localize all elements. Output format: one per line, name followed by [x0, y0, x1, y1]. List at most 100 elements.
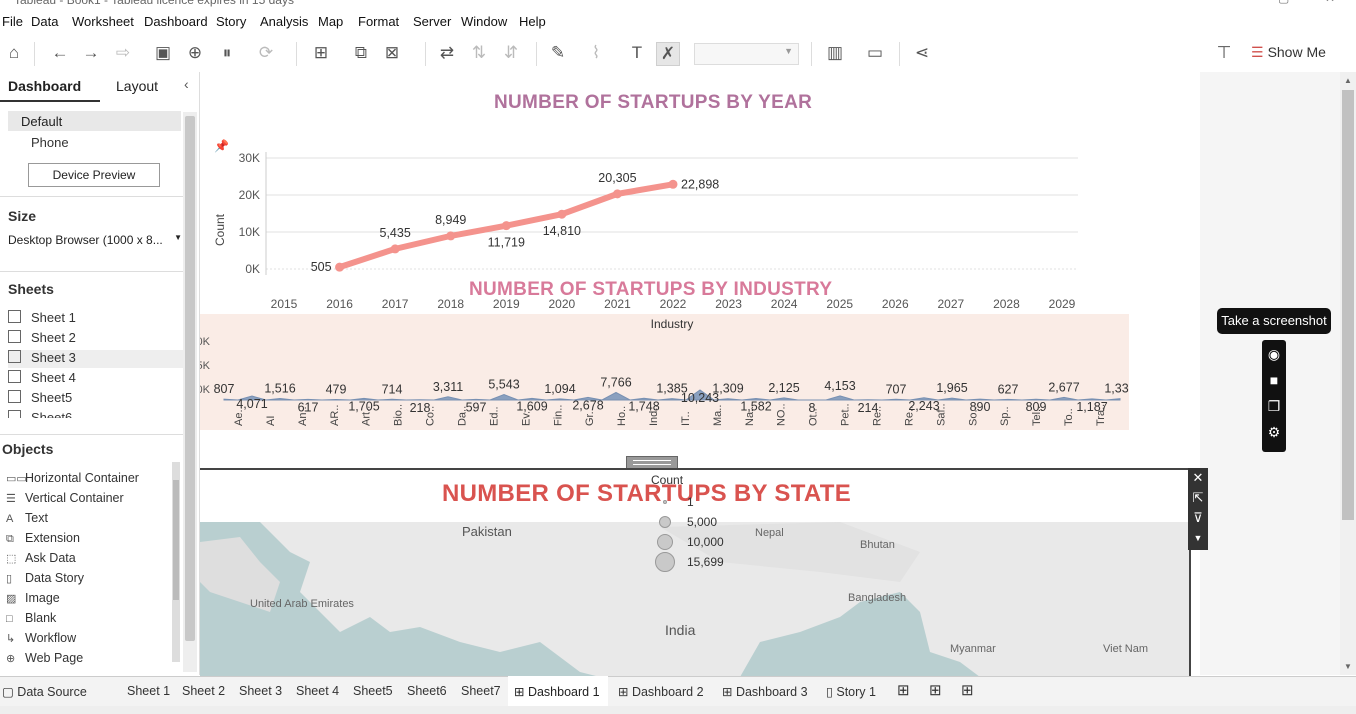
resize-handle[interactable]: [626, 456, 678, 470]
device-phone[interactable]: Phone: [31, 135, 69, 150]
tab-sheet[interactable]: Sheet 3: [239, 684, 283, 698]
scroll-up-icon[interactable]: ▲: [1344, 76, 1352, 85]
menu-server[interactable]: Server: [413, 14, 452, 29]
year-line-chart[interactable]: 0K 10K 20K 30K 2015 2016 2017 2018 2019 2020 2021…: [200, 122, 1200, 342]
map-background[interactable]: Pakistan Nepal Bhutan United Arab Emirat…: [200, 522, 1189, 677]
settings-gear-icon[interactable]: ⚙: [1267, 424, 1281, 440]
sheet-item[interactable]: Sheet 4: [8, 370, 76, 388]
sidebar-scrollbar[interactable]: [183, 112, 197, 672]
sheet-item[interactable]: Sheet 2: [8, 330, 76, 348]
undo-icon[interactable]: ←: [51, 43, 69, 62]
scrollbar-thumb[interactable]: [1342, 90, 1354, 520]
video-icon[interactable]: ■: [1269, 372, 1279, 388]
object-item[interactable]: ⬚ Ask Data: [6, 551, 76, 565]
tab-dashboard[interactable]: ⊞ Dashboard 3: [722, 684, 808, 699]
save-icon[interactable]: ▣: [154, 43, 172, 62]
sheet-item[interactable]: Sheet 1: [8, 310, 76, 328]
show-cards-icon[interactable]: ▥: [826, 43, 844, 62]
scrollbar-thumb[interactable]: [185, 116, 195, 641]
menu-help[interactable]: Help: [519, 14, 546, 29]
fit-dropdown[interactable]: ▼: [694, 43, 799, 65]
menu-map[interactable]: Map: [318, 14, 344, 29]
restore-icon[interactable]: ▢: [1278, 0, 1289, 5]
labels-icon[interactable]: T: [631, 43, 643, 62]
menu-file[interactable]: File: [2, 14, 23, 29]
scrollbar-thumb[interactable]: [173, 480, 179, 600]
device-preview-button[interactable]: Device Preview: [28, 163, 160, 187]
tab-sheet[interactable]: Sheet7: [461, 684, 501, 698]
tab-dashboard[interactable]: ⊞ Dashboard 2: [618, 684, 704, 699]
group-icon[interactable]: ⌇: [591, 43, 601, 62]
data-point[interactable]: [668, 179, 678, 189]
remove-zone-icon[interactable]: ✕: [1192, 470, 1204, 485]
home-icon[interactable]: ⌂: [8, 43, 20, 62]
tab-data-source[interactable]: ▢ Data Source: [2, 684, 112, 699]
go-to-sheet-icon[interactable]: ⇱: [1192, 490, 1204, 505]
objects-scrollbar[interactable]: [172, 462, 180, 662]
size-legend[interactable]: Count 1 5,000 10,000 15,699: [640, 472, 760, 572]
presentation-icon[interactable]: ▭: [866, 43, 884, 62]
tab-sheet[interactable]: Sheet 2: [182, 684, 226, 698]
filter-icon[interactable]: ⊽: [1193, 510, 1203, 525]
object-item[interactable]: ⧉ Extension: [6, 531, 80, 546]
camera-icon[interactable]: ◉: [1267, 346, 1281, 362]
collapse-icon[interactable]: ‹: [184, 76, 189, 92]
object-item[interactable]: □ Blank: [6, 611, 56, 625]
industry-chart-panel[interactable]: [200, 314, 1129, 430]
swap-icon[interactable]: ⇄: [439, 43, 455, 62]
sheet-item[interactable]: Sheet 3: [8, 350, 184, 368]
object-item[interactable]: ▭▭Horizontal Container: [6, 471, 139, 485]
menu-format[interactable]: Format: [358, 14, 400, 29]
tab-layout[interactable]: Layout ‹: [100, 72, 199, 100]
vertical-scrollbar[interactable]: ▲ ▼: [1340, 72, 1356, 675]
tab-dashboard-active[interactable]: ⊞ Dashboard 1: [508, 676, 608, 709]
gallery-icon[interactable]: ❐: [1267, 398, 1281, 414]
paint-format-icon[interactable]: ⊤: [1216, 43, 1232, 62]
highlight-icon[interactable]: ✎: [550, 43, 566, 62]
sheet-item[interactable]: Sheet6: [8, 410, 72, 418]
show-me-button[interactable]: ☰ Show Me: [1251, 44, 1326, 64]
tab-sheet[interactable]: Sheet 1: [127, 684, 171, 698]
data-point[interactable]: [335, 262, 345, 272]
tab-sheet[interactable]: Sheet6: [407, 684, 447, 698]
data-point[interactable]: [612, 189, 622, 199]
new-worksheet-icon[interactable]: ⊞: [897, 682, 910, 699]
new-sheet-icon[interactable]: ⊞: [313, 43, 329, 62]
menu-data[interactable]: Data: [31, 14, 59, 29]
area-series[interactable]: [223, 389, 1121, 401]
sort-desc-icon[interactable]: ⇵: [503, 43, 519, 62]
menu-window[interactable]: Window: [461, 14, 508, 29]
menu-analysis[interactable]: Analysis: [260, 14, 309, 29]
object-item[interactable]: A Text: [6, 511, 48, 525]
more-options-icon[interactable]: ▼: [1193, 533, 1203, 543]
menu-worksheet[interactable]: Worksheet: [72, 14, 134, 29]
share-icon[interactable]: ⋖: [914, 43, 930, 62]
scroll-down-icon[interactable]: ▼: [1344, 662, 1352, 671]
data-point[interactable]: [557, 209, 567, 219]
object-item[interactable]: ▯ Data Story: [6, 571, 84, 585]
menu-dashboard[interactable]: Dashboard: [144, 14, 208, 29]
tab-story[interactable]: ▯ Story 1: [826, 684, 876, 699]
new-story-icon[interactable]: ⊞: [961, 682, 974, 699]
tab-dashboard[interactable]: Dashboard: [0, 72, 100, 102]
object-item[interactable]: ⊕ Web Page: [6, 651, 83, 665]
tab-sheet[interactable]: Sheet 4: [296, 684, 340, 698]
menu-story[interactable]: Story: [216, 14, 247, 29]
device-default[interactable]: Default: [8, 111, 181, 131]
data-point[interactable]: [390, 244, 400, 254]
fix-axes-icon[interactable]: ✗: [656, 42, 680, 66]
refresh-icon[interactable]: ⟳: [258, 43, 274, 62]
duplicate-icon[interactable]: ⧉: [354, 43, 368, 62]
size-dropdown[interactable]: Desktop Browser (1000 x 8... ▼: [8, 232, 184, 250]
pause-updates-icon[interactable]: ⏸: [222, 43, 232, 62]
sheet-item[interactable]: Sheet5: [8, 390, 72, 408]
new-datasource-icon[interactable]: ⊕: [187, 43, 203, 62]
object-item[interactable]: ↳ Workflow: [6, 631, 76, 645]
replay-icon[interactable]: ⇨: [115, 43, 131, 62]
sort-asc-icon[interactable]: ⇅: [471, 43, 487, 62]
state-map-zone[interactable]: Pakistan Nepal Bhutan United Arab Emirat…: [200, 468, 1191, 677]
new-dashboard-icon[interactable]: ⊞: [929, 682, 942, 699]
tab-sheet[interactable]: Sheet5: [353, 684, 393, 698]
close-window-icon[interactable]: ✕: [1325, 0, 1335, 5]
